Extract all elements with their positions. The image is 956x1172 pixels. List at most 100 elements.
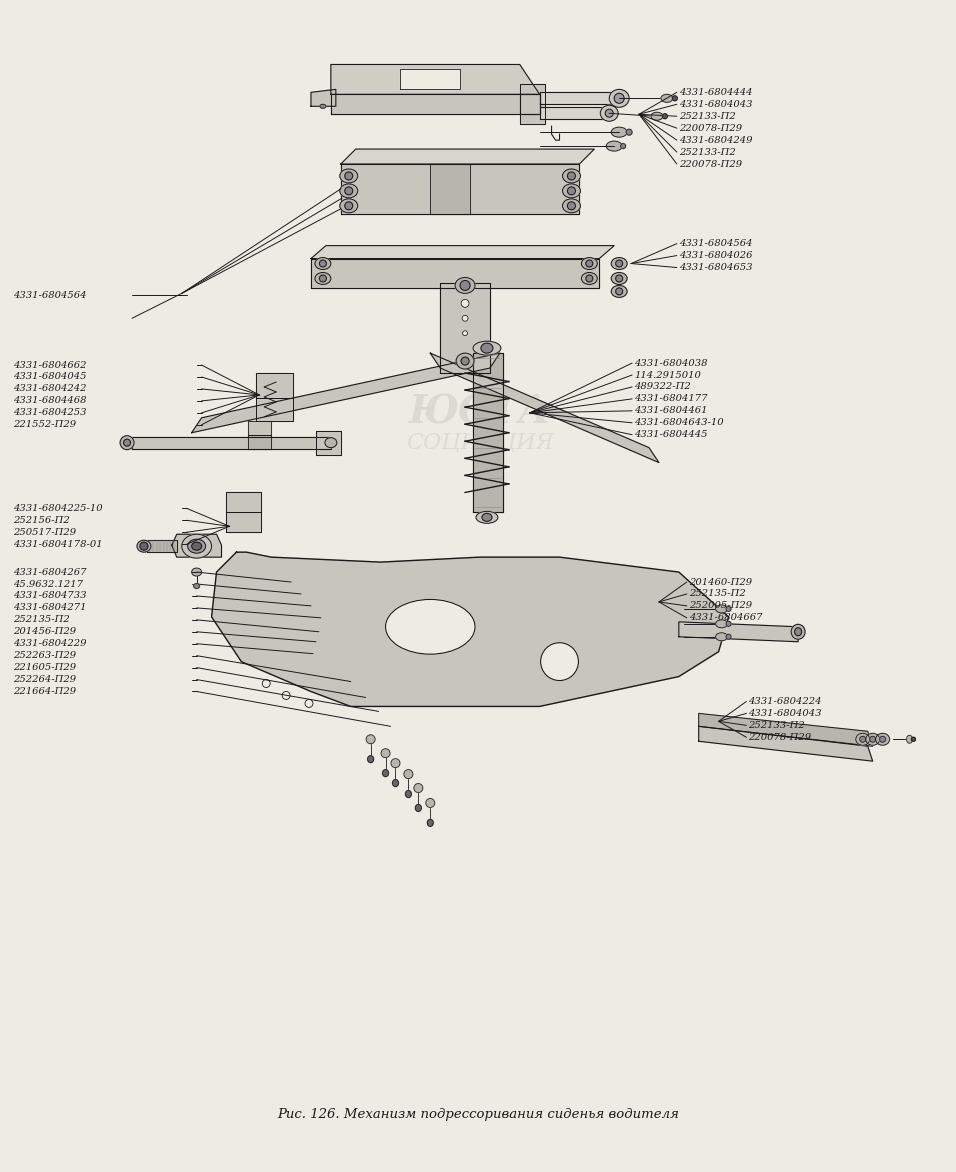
Ellipse shape (191, 543, 202, 550)
Polygon shape (430, 353, 659, 463)
Text: 4331-6804662: 4331-6804662 (12, 361, 86, 369)
Text: 252005-П29: 252005-П29 (688, 601, 751, 611)
Text: 4331-6804733: 4331-6804733 (12, 592, 86, 600)
Ellipse shape (456, 353, 474, 369)
Ellipse shape (581, 273, 598, 285)
Ellipse shape (320, 104, 326, 108)
Ellipse shape (427, 819, 433, 826)
Ellipse shape (620, 144, 625, 149)
Polygon shape (191, 353, 500, 432)
Ellipse shape (385, 599, 475, 654)
Ellipse shape (345, 172, 353, 180)
Text: Рис. 126. Механизм подрессоривания сиденья водителя: Рис. 126. Механизм подрессоривания сиден… (277, 1108, 679, 1120)
Text: 114.2915010: 114.2915010 (634, 370, 701, 380)
Ellipse shape (405, 791, 411, 797)
Polygon shape (249, 421, 272, 435)
Ellipse shape (716, 633, 728, 641)
Ellipse shape (859, 736, 866, 742)
Text: 221605-П29: 221605-П29 (12, 663, 76, 672)
Ellipse shape (393, 779, 399, 786)
Ellipse shape (140, 543, 148, 550)
Polygon shape (520, 94, 539, 114)
Polygon shape (315, 431, 340, 455)
Polygon shape (331, 64, 539, 94)
Ellipse shape (339, 184, 358, 198)
Polygon shape (430, 164, 470, 213)
Ellipse shape (906, 735, 912, 743)
Ellipse shape (481, 343, 493, 353)
Polygon shape (147, 540, 177, 552)
Polygon shape (340, 164, 579, 213)
Text: 220078-П29: 220078-П29 (679, 159, 742, 169)
Ellipse shape (368, 756, 374, 763)
Ellipse shape (611, 273, 627, 285)
Ellipse shape (626, 129, 632, 135)
Text: 4331-6804242: 4331-6804242 (12, 384, 86, 394)
Ellipse shape (382, 770, 388, 777)
Ellipse shape (325, 437, 337, 448)
Ellipse shape (586, 275, 593, 282)
Text: 4331-6804026: 4331-6804026 (679, 251, 752, 260)
Ellipse shape (672, 96, 678, 101)
Ellipse shape (663, 114, 667, 118)
Ellipse shape (460, 280, 470, 291)
Ellipse shape (600, 105, 619, 121)
Text: 4331-6804564: 4331-6804564 (679, 239, 752, 248)
Ellipse shape (415, 804, 422, 811)
Polygon shape (249, 435, 272, 449)
Ellipse shape (616, 288, 622, 295)
Ellipse shape (568, 186, 576, 195)
Text: 252135-П2: 252135-П2 (688, 590, 746, 599)
Ellipse shape (315, 273, 331, 285)
Ellipse shape (876, 734, 890, 745)
Polygon shape (699, 714, 873, 747)
Text: 4331-6804667: 4331-6804667 (688, 613, 762, 622)
Ellipse shape (726, 634, 731, 639)
Text: 252264-П29: 252264-П29 (12, 675, 76, 684)
Polygon shape (132, 437, 331, 449)
Ellipse shape (611, 286, 627, 298)
Polygon shape (473, 353, 503, 512)
Ellipse shape (339, 199, 358, 213)
Text: 4331-6804178-01: 4331-6804178-01 (12, 539, 102, 548)
Ellipse shape (482, 513, 492, 522)
Ellipse shape (319, 275, 326, 282)
Ellipse shape (191, 568, 202, 577)
Text: СОЦИАЦИЯ: СОЦИАЦИЯ (406, 431, 554, 454)
Polygon shape (539, 108, 609, 120)
Ellipse shape (616, 275, 622, 282)
Polygon shape (311, 246, 614, 259)
Polygon shape (340, 149, 595, 164)
Text: 250517-П29: 250517-П29 (12, 527, 76, 537)
Ellipse shape (315, 258, 331, 270)
Ellipse shape (541, 642, 578, 681)
Text: 4331-6804444: 4331-6804444 (679, 88, 752, 97)
Polygon shape (331, 94, 539, 114)
Ellipse shape (562, 184, 580, 198)
Ellipse shape (262, 680, 271, 688)
Text: 4331-6804038: 4331-6804038 (634, 359, 707, 368)
Polygon shape (227, 512, 261, 532)
Ellipse shape (611, 128, 627, 137)
Ellipse shape (282, 691, 290, 700)
Text: 4331-6804045: 4331-6804045 (12, 373, 86, 382)
Ellipse shape (461, 357, 469, 364)
Ellipse shape (726, 606, 731, 612)
Polygon shape (539, 93, 619, 104)
Text: 45.9632.1217: 45.9632.1217 (12, 579, 83, 588)
Ellipse shape (562, 169, 580, 183)
Ellipse shape (866, 734, 880, 745)
Text: 489322-П2: 489322-П2 (634, 382, 691, 391)
Text: 4331-6804271: 4331-6804271 (12, 604, 86, 613)
Text: 252133-П2: 252133-П2 (679, 111, 735, 121)
Ellipse shape (182, 534, 211, 558)
Ellipse shape (726, 621, 731, 626)
Text: 221664-П29: 221664-П29 (12, 687, 76, 696)
Text: 4331-6804043: 4331-6804043 (749, 709, 822, 718)
Polygon shape (520, 84, 545, 124)
Ellipse shape (463, 331, 467, 335)
Ellipse shape (568, 202, 576, 210)
Text: 4331-6804224: 4331-6804224 (749, 697, 822, 706)
Ellipse shape (404, 770, 413, 778)
Text: 4331-6804461: 4331-6804461 (634, 407, 707, 415)
